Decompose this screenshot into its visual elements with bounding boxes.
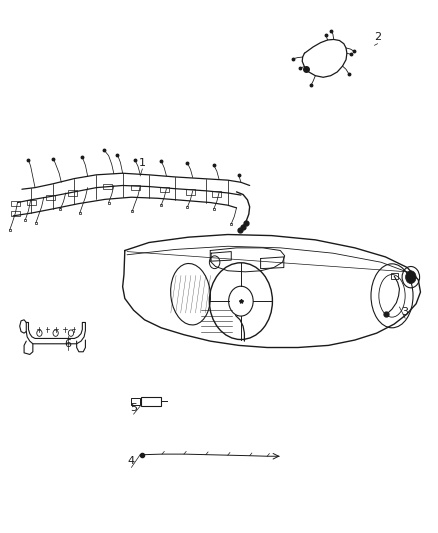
Text: 3: 3 — [402, 307, 409, 317]
Bar — [212, 191, 221, 197]
Bar — [103, 184, 112, 189]
Text: 5: 5 — [130, 403, 137, 413]
Bar — [160, 187, 169, 192]
Text: 6: 6 — [64, 339, 71, 349]
Bar — [11, 201, 20, 206]
Bar — [186, 189, 195, 195]
Bar — [391, 273, 398, 279]
Bar — [131, 185, 140, 190]
Bar — [68, 190, 77, 196]
Bar — [131, 398, 140, 405]
Bar — [27, 200, 36, 205]
Circle shape — [406, 271, 416, 284]
Bar — [11, 211, 20, 216]
Text: 1: 1 — [139, 158, 146, 167]
Bar — [46, 195, 55, 200]
Text: 4: 4 — [128, 456, 135, 466]
Text: 2: 2 — [374, 33, 381, 42]
Bar — [141, 397, 161, 406]
